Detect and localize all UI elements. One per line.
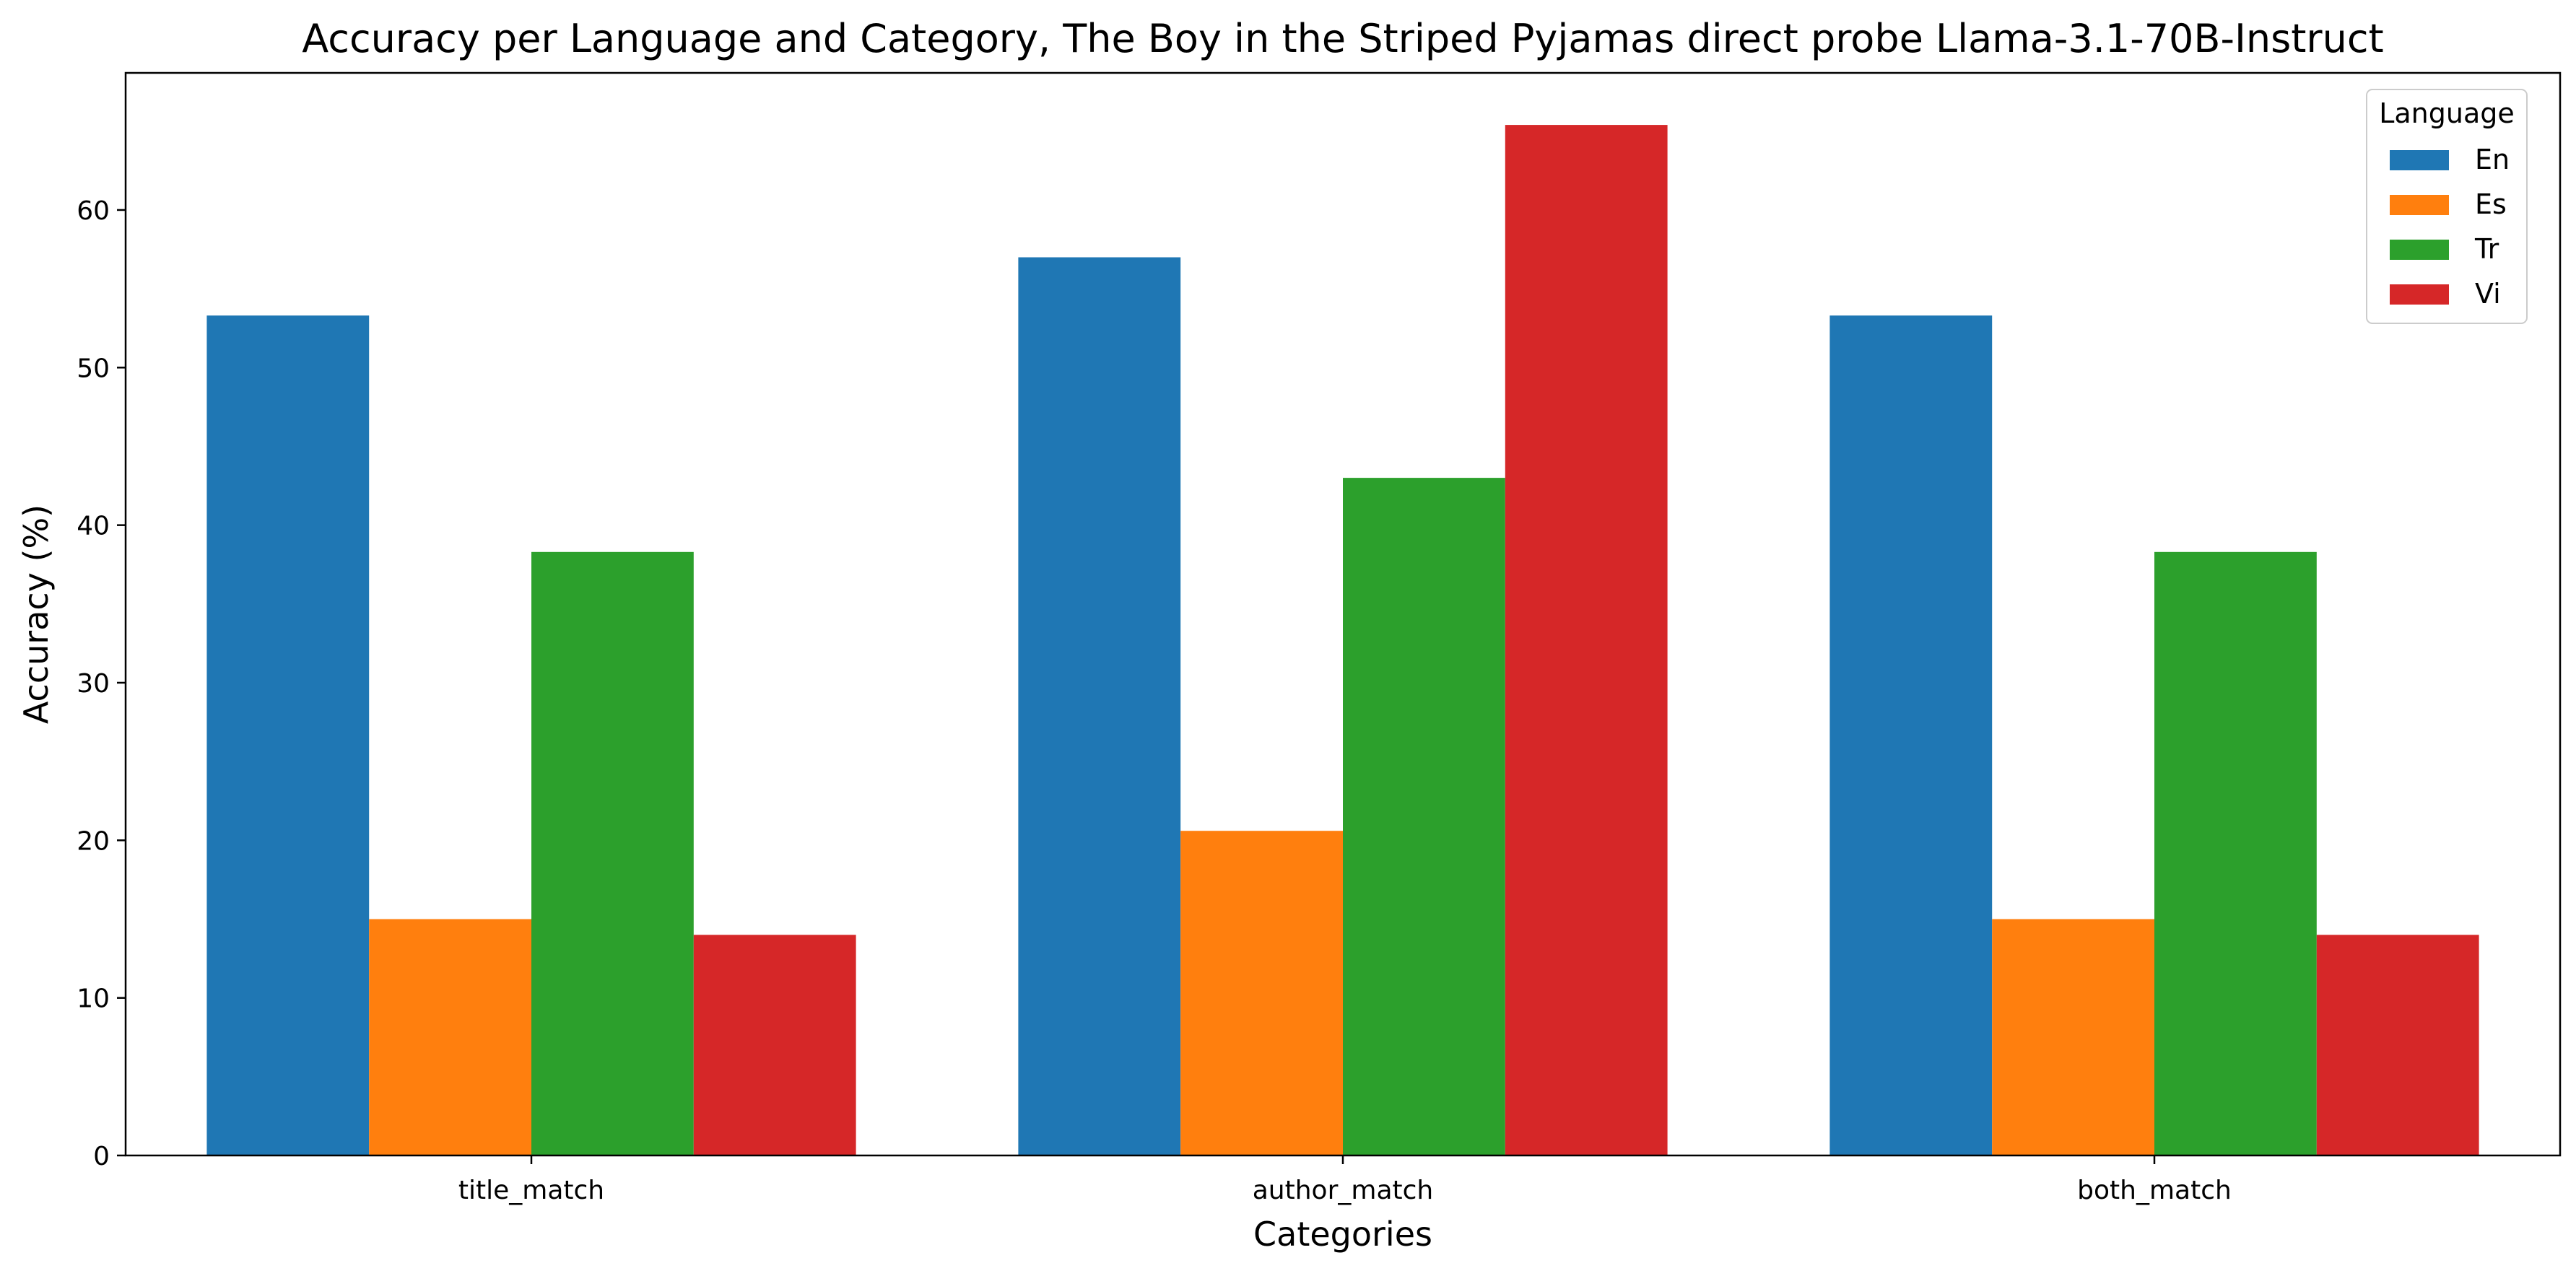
bar-vi-author_match bbox=[1505, 125, 1668, 1156]
bar-tr-title_match bbox=[531, 551, 694, 1155]
bar-en-both_match bbox=[1829, 315, 1993, 1156]
legend-entries: En Es Tr Vi bbox=[2390, 144, 2510, 310]
y-tick-label: 50 bbox=[77, 354, 110, 383]
legend-swatch-en bbox=[2390, 150, 2449, 170]
y-tick-label: 0 bbox=[93, 1142, 110, 1171]
y-tick-label: 40 bbox=[77, 512, 110, 541]
legend-swatch-es bbox=[2390, 195, 2449, 215]
y-tick-label: 30 bbox=[77, 669, 110, 699]
bar-en-title_match bbox=[206, 315, 370, 1156]
legend-label-vi: Vi bbox=[2475, 278, 2501, 310]
y-tick-label: 20 bbox=[77, 826, 110, 856]
x-axis-label: Categories bbox=[1253, 1215, 1432, 1254]
x-tick-label: both_match bbox=[2077, 1176, 2232, 1205]
y-tick-label: 60 bbox=[77, 196, 110, 226]
legend-title: Language bbox=[2379, 97, 2515, 129]
chart-title: Accuracy per Language and Category, The … bbox=[302, 16, 2383, 61]
legend-label-tr: Tr bbox=[2474, 233, 2499, 265]
bar-en-author_match bbox=[1018, 257, 1181, 1155]
legend-label-es: Es bbox=[2475, 188, 2507, 220]
y-tick-label: 10 bbox=[77, 984, 110, 1014]
bar-tr-both_match bbox=[2154, 551, 2317, 1155]
bar-es-title_match bbox=[369, 919, 531, 1155]
bar-vi-title_match bbox=[693, 935, 856, 1155]
x-tick-label: author_match bbox=[1253, 1176, 1434, 1205]
bars-group bbox=[206, 125, 2479, 1156]
x-tick-label: title_match bbox=[458, 1176, 604, 1205]
legend: Language En Es Tr Vi bbox=[2366, 89, 2528, 324]
bar-es-author_match bbox=[1180, 831, 1343, 1155]
y-axis-label: Accuracy (%) bbox=[17, 504, 56, 724]
bar-vi-both_match bbox=[2316, 935, 2479, 1155]
x-axis: title_match author_match both_match bbox=[458, 1155, 2232, 1205]
bar-es-both_match bbox=[1992, 919, 2154, 1155]
bar-tr-author_match bbox=[1343, 478, 1505, 1155]
legend-swatch-tr bbox=[2390, 240, 2449, 260]
plot-area-frame bbox=[124, 71, 2562, 1157]
legend-label-en: En bbox=[2475, 144, 2510, 175]
y-axis: 0 10 20 30 40 50 60 bbox=[77, 196, 126, 1171]
legend-swatch-vi bbox=[2390, 284, 2449, 305]
